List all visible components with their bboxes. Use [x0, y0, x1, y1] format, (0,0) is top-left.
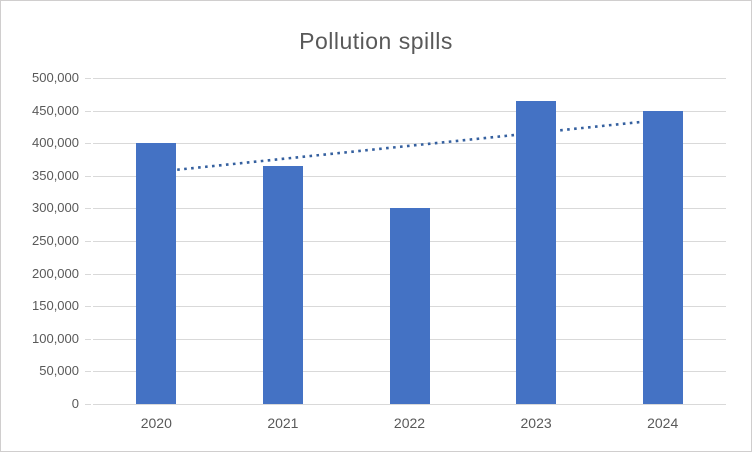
y-gridline	[93, 110, 726, 112]
bar-2024	[642, 110, 683, 404]
y-axis-tick	[85, 241, 91, 242]
y-tick-label: 400,000	[32, 135, 79, 151]
y-axis-tick	[85, 208, 91, 210]
y-tick-label: 0	[71, 396, 79, 411]
y-tick-label: 250,000	[32, 233, 79, 248]
y-axis-tick	[85, 306, 91, 308]
y-tick-label: 350,000	[32, 167, 79, 183]
chart-title: Pollution spills	[299, 28, 453, 54]
x-tick-label: 2024	[647, 415, 679, 431]
y-axis-tick	[85, 143, 91, 145]
y-axis-tick	[85, 273, 91, 275]
bar-2020	[136, 143, 177, 404]
y-axis-tick	[85, 110, 91, 112]
y-tick-label: 150,000	[32, 298, 79, 314]
y-tick-label: 200,000	[32, 265, 79, 281]
bar-2023	[516, 100, 557, 404]
x-tick-label: 2021	[267, 415, 299, 431]
bar-2022	[389, 208, 430, 404]
x-tick-label: 2022	[393, 415, 426, 431]
y-axis-tick	[85, 338, 91, 340]
x-tick-label: 2023	[520, 415, 552, 431]
y-axis-tick	[85, 371, 91, 373]
y-tick-label: 500,000	[32, 70, 79, 85]
y-gridline	[93, 175, 726, 177]
x-tick-label: 2020	[140, 415, 172, 431]
y-tick-label: 450,000	[32, 102, 79, 118]
y-axis-tick	[85, 404, 91, 405]
x-axis-line	[93, 404, 726, 405]
y-gridline	[93, 78, 726, 79]
y-gridline	[93, 143, 726, 145]
y-axis-tick	[85, 175, 91, 177]
y-tick-label: 100,000	[32, 330, 79, 346]
trendline	[156, 118, 663, 174]
bar-2021	[262, 166, 303, 404]
y-axis-tick	[85, 78, 91, 79]
y-tick-label: 300,000	[32, 200, 79, 216]
y-tick-label: 50,000	[39, 363, 79, 379]
